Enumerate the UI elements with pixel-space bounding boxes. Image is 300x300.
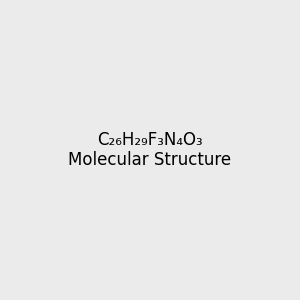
Text: C₂₆H₂₉F₃N₄O₃
Molecular Structure: C₂₆H₂₉F₃N₄O₃ Molecular Structure: [68, 130, 232, 170]
